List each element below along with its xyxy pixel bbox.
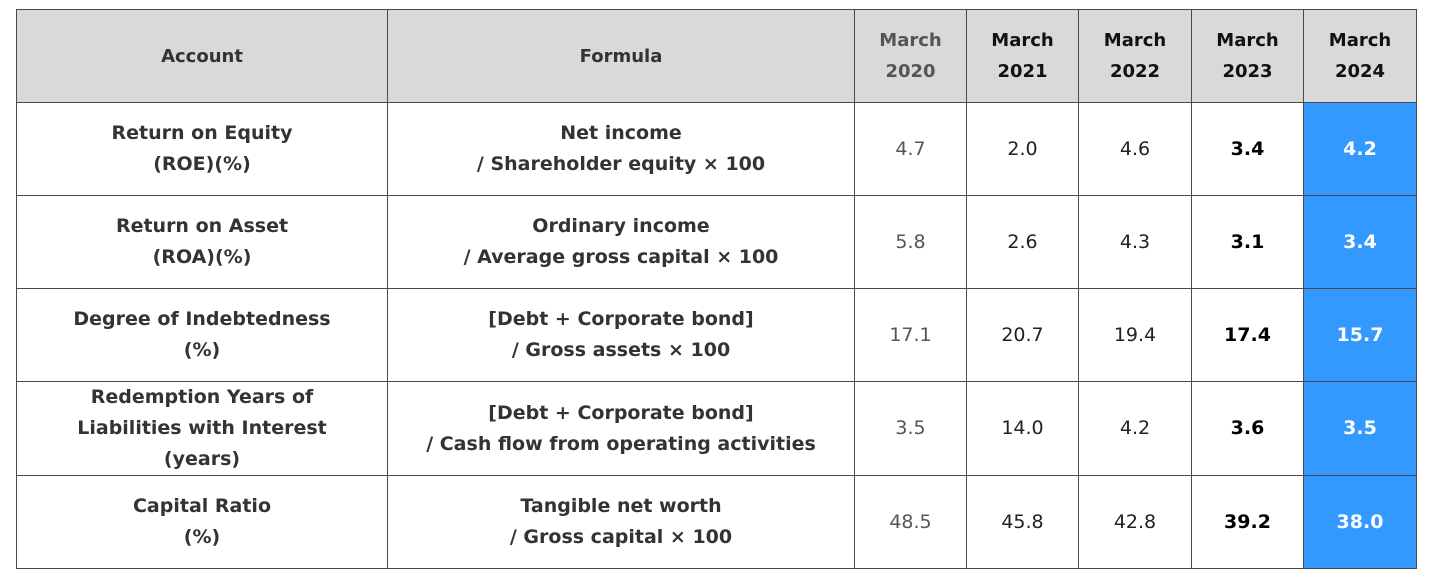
value-cell-2023: 3.1 (1191, 195, 1304, 289)
table-row-redemption-years: Redemption Years of Liabilities with Int… (16, 381, 1417, 476)
value-cell-2024-highlight: 4.2 (1303, 102, 1417, 196)
value-cell-2024-highlight: 3.5 (1303, 381, 1417, 476)
value-cell-2021: 2.6 (966, 195, 1079, 289)
value-cell-2020: 3.5 (854, 381, 967, 476)
table-row-roe: Return on Equity (ROE)(%) Net income / S… (16, 102, 1417, 196)
header-year-2022: March 2022 (1078, 9, 1192, 103)
formula-cell: Ordinary income / Average gross capital … (387, 195, 855, 289)
header-year-2024: March 2024 (1303, 9, 1417, 103)
formula-cell: [Debt + Corporate bond] / Cash flow from… (387, 381, 855, 476)
value-cell-2021: 14.0 (966, 381, 1079, 476)
formula-cell: Net income / Shareholder equity × 100 (387, 102, 855, 196)
header-row: Account Formula March 2020 March 2021 Ma… (16, 9, 1417, 103)
formula-cell: [Debt + Corporate bond] / Gross assets ×… (387, 288, 855, 382)
account-cell: Degree of Indebtedness (%) (16, 288, 388, 382)
value-cell-2021: 45.8 (966, 475, 1079, 569)
table-row-indebtedness: Degree of Indebtedness (%) [Debt + Corpo… (16, 288, 1417, 382)
header-account: Account (16, 9, 388, 103)
table-row-roa: Return on Asset (ROA)(%) Ordinary income… (16, 195, 1417, 289)
value-cell-2023: 3.4 (1191, 102, 1304, 196)
value-cell-2023: 17.4 (1191, 288, 1304, 382)
account-cell: Return on Equity (ROE)(%) (16, 102, 388, 196)
value-cell-2020: 48.5 (854, 475, 967, 569)
value-cell-2024-highlight: 3.4 (1303, 195, 1417, 289)
table-row-capital-ratio: Capital Ratio (%) Tangible net worth / G… (16, 475, 1417, 569)
value-cell-2022: 4.2 (1078, 381, 1192, 476)
value-cell-2022: 4.6 (1078, 102, 1192, 196)
value-cell-2020: 4.7 (854, 102, 967, 196)
value-cell-2020: 5.8 (854, 195, 967, 289)
value-cell-2022: 4.3 (1078, 195, 1192, 289)
value-cell-2022: 42.8 (1078, 475, 1192, 569)
financial-indicators-table: Account Formula March 2020 March 2021 Ma… (16, 9, 1417, 569)
header-formula: Formula (387, 9, 855, 103)
value-cell-2020: 17.1 (854, 288, 967, 382)
header-year-2021: March 2021 (966, 9, 1079, 103)
value-cell-2023: 3.6 (1191, 381, 1304, 476)
value-cell-2021: 20.7 (966, 288, 1079, 382)
value-cell-2024-highlight: 15.7 (1303, 288, 1417, 382)
value-cell-2021: 2.0 (966, 102, 1079, 196)
value-cell-2024-highlight: 38.0 (1303, 475, 1417, 569)
header-year-2020: March 2020 (854, 9, 967, 103)
value-cell-2023: 39.2 (1191, 475, 1304, 569)
account-cell: Return on Asset (ROA)(%) (16, 195, 388, 289)
formula-cell: Tangible net worth / Gross capital × 100 (387, 475, 855, 569)
header-year-2023: March 2023 (1191, 9, 1304, 103)
value-cell-2022: 19.4 (1078, 288, 1192, 382)
account-cell: Capital Ratio (%) (16, 475, 388, 569)
account-cell: Redemption Years of Liabilities with Int… (16, 381, 388, 476)
